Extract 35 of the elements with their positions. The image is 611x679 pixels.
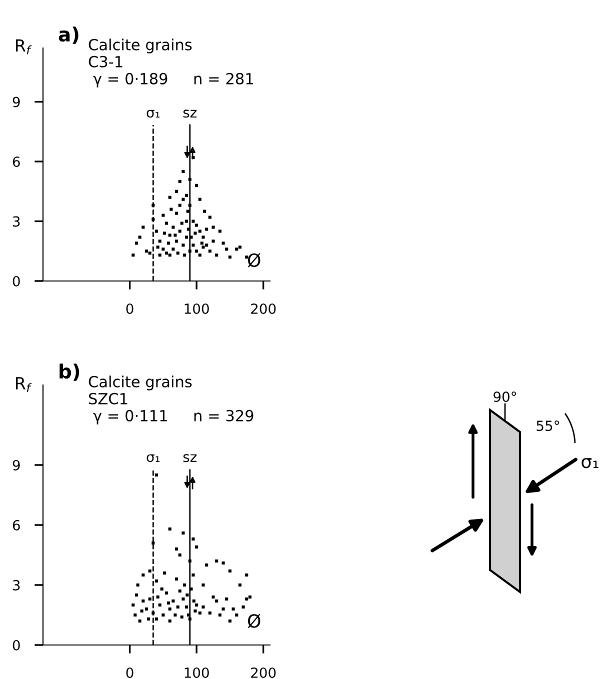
x-tick-label: 0 [126,667,134,678]
y-tick-label: 3 [13,580,20,590]
y-axis-title: R$_{f}$ [16,39,32,54]
text: σ₁ [582,458,598,468]
annotation: Calcite grains [88,376,192,390]
annotation: C3-1 [88,56,122,68]
ref-line-label: sz [183,110,197,118]
y-tick-label: 0 [12,640,20,650]
y-tick-label: 3 [13,216,20,227]
x-tick-label: 100 [184,667,209,678]
y-tick-label: 6 [12,156,20,167]
annotation: n = 281 [194,72,253,84]
ref-line-label: σ₁ [146,454,160,462]
y-axis-title: R$_{f}$ [16,377,32,392]
y-tick-label: 0 [12,276,20,286]
x-axis-title: Ø [248,253,260,268]
y-tick-label: 9 [12,96,20,108]
text: 55° [536,420,559,432]
annotation: n = 329 [194,410,254,422]
text: 90° [494,392,516,402]
annotation: SZC1 [89,392,128,404]
y-tick-label: 6 [12,520,20,530]
ref-line-label: sz [183,454,197,462]
ref-line-label: σ₁ [146,110,160,118]
x-axis-title: Ø [248,614,260,628]
annotation: Calcite grains [88,38,192,54]
x-tick-label: 100 [184,303,209,314]
x-tick-label: 0 [126,303,134,314]
annotation: γ = 0·189 [93,72,168,88]
y-tick-label: 9 [12,460,20,470]
x-tick-label: 200 [251,667,276,678]
x-tick-label: 200 [251,303,276,314]
annotation: γ = 0·111 [93,410,167,424]
text: a) [58,26,78,44]
text: b) [60,364,80,381]
